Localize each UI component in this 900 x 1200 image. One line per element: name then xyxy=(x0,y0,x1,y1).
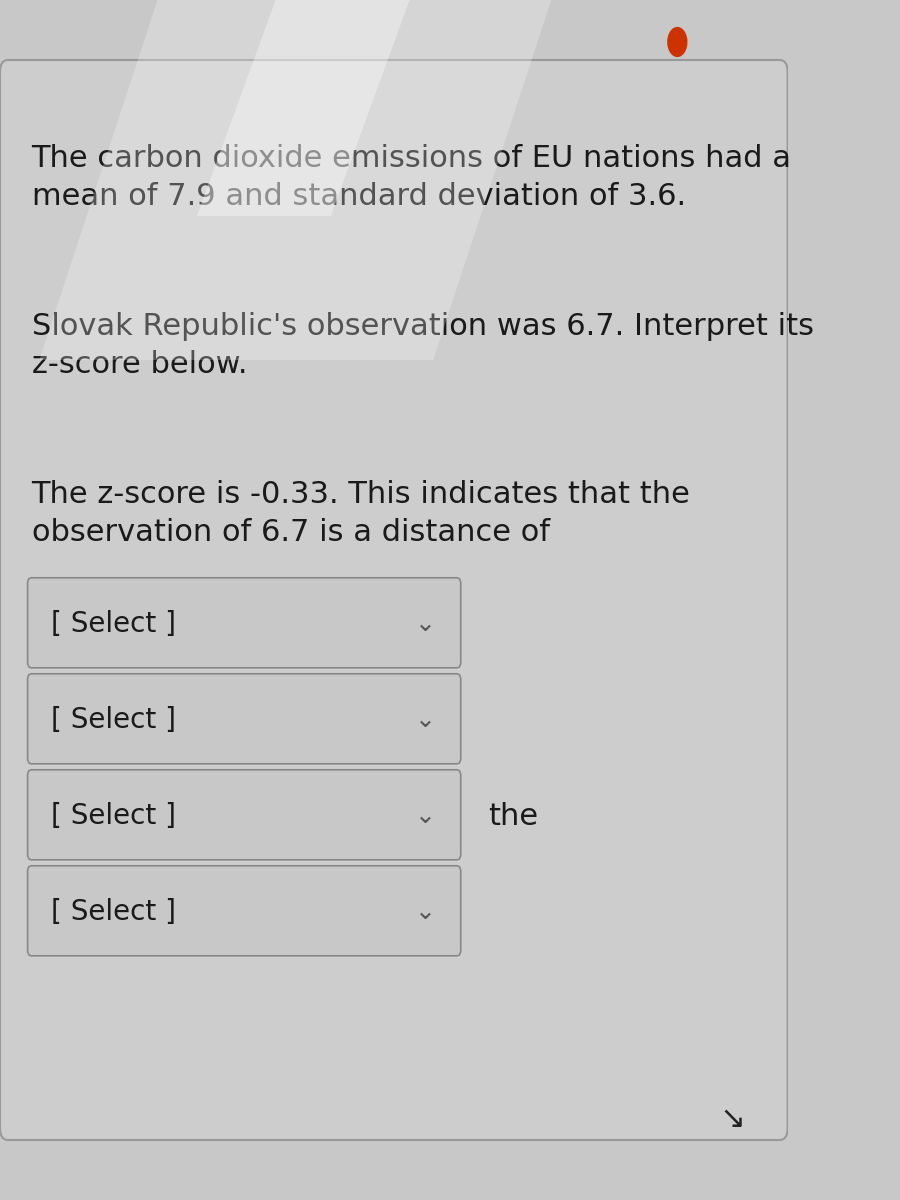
Polygon shape xyxy=(197,0,410,216)
Text: ⌄: ⌄ xyxy=(415,900,436,924)
Text: ⌄: ⌄ xyxy=(415,708,436,732)
FancyBboxPatch shape xyxy=(28,673,461,764)
Text: The carbon dioxide emissions of EU nations had a
mean of 7.9 and standard deviat: The carbon dioxide emissions of EU natio… xyxy=(32,144,791,211)
Text: ↖: ↖ xyxy=(712,1102,737,1130)
Text: the: the xyxy=(489,802,538,830)
Text: [ Select ]: [ Select ] xyxy=(51,611,176,638)
FancyBboxPatch shape xyxy=(28,770,461,859)
FancyBboxPatch shape xyxy=(28,578,461,667)
FancyBboxPatch shape xyxy=(0,60,788,1140)
Text: [ Select ]: [ Select ] xyxy=(51,899,176,926)
Circle shape xyxy=(668,28,687,56)
Text: ⌄: ⌄ xyxy=(415,612,436,636)
Text: [ Select ]: [ Select ] xyxy=(51,803,176,830)
Text: [ Select ]: [ Select ] xyxy=(51,707,176,734)
Text: ⌄: ⌄ xyxy=(415,804,436,828)
Text: Slovak Republic's observation was 6.7. Interpret its
z-score below.: Slovak Republic's observation was 6.7. I… xyxy=(32,312,814,379)
Polygon shape xyxy=(40,0,552,360)
FancyBboxPatch shape xyxy=(28,866,461,955)
Text: The z-score is -0.33. This indicates that the
observation of 6.7 is a distance o: The z-score is -0.33. This indicates tha… xyxy=(32,480,690,547)
